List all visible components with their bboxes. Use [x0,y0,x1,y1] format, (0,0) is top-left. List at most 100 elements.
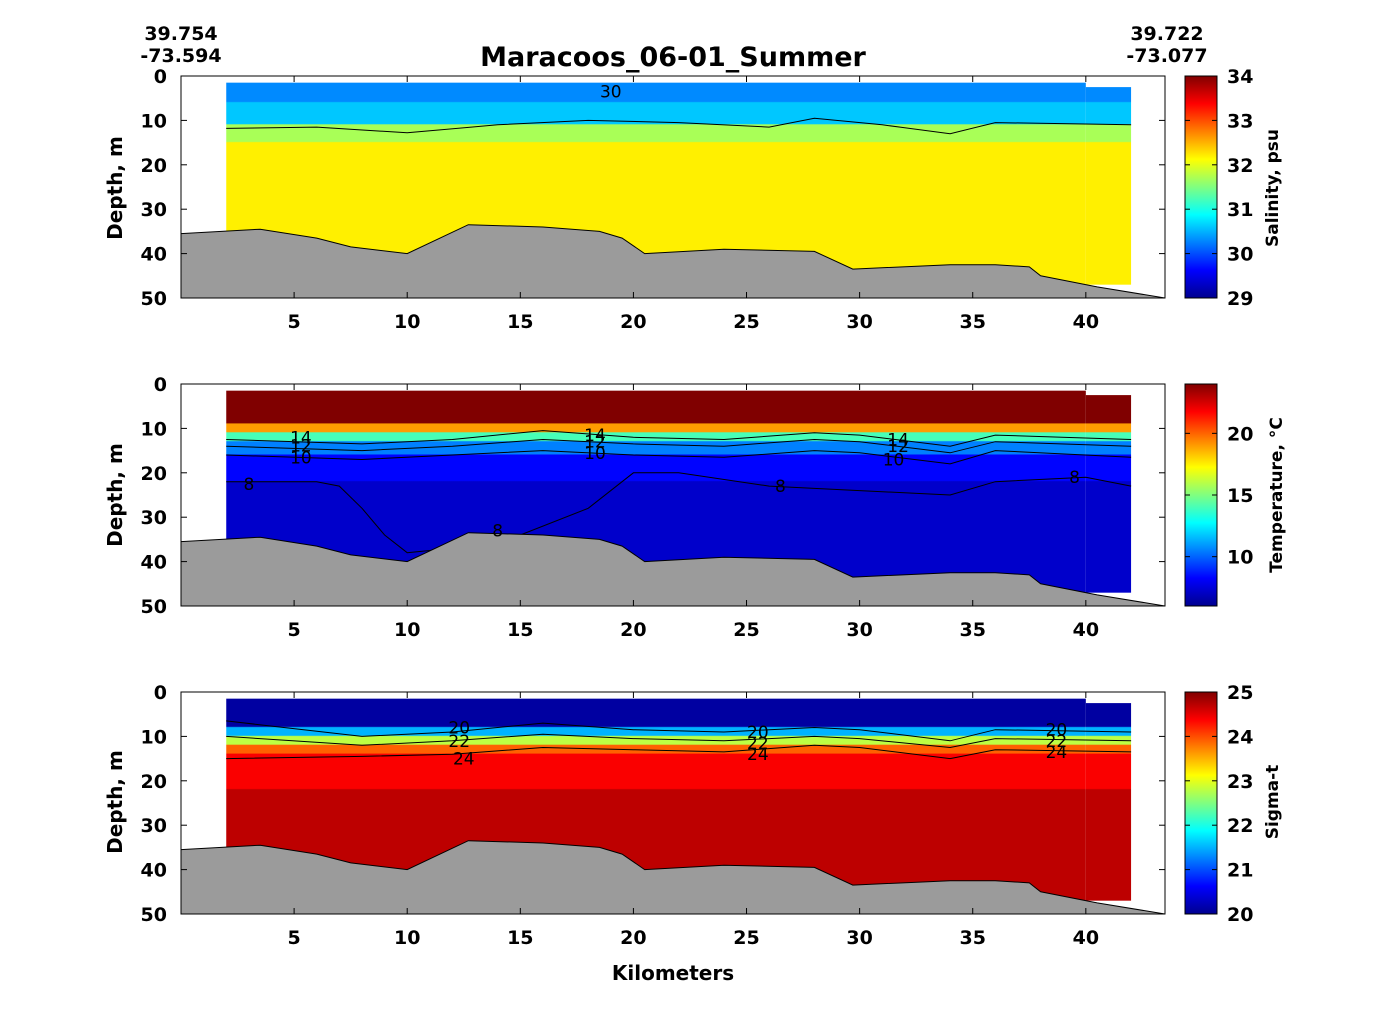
sigma-t-ytick-label: 50 [141,904,167,926]
sigma-t-contour-20 [226,720,1132,742]
sigma-t-contour-label: 22 [1046,732,1068,752]
sigma-t-ytick-label: 40 [141,860,167,882]
salinity-xtick-label: 10 [394,311,420,333]
temperature-ylabel: Depth, m [103,443,127,547]
salinity-ytick-label: 40 [141,244,167,266]
salinity-xtick-label: 20 [620,311,646,333]
salinity-ytick-label: 10 [141,110,167,132]
temperature-xtick-label: 25 [733,619,759,641]
temperature-field-east [1085,395,1132,593]
sigma-t-contour-24 [226,744,1132,760]
salinity-ytick-label: 30 [141,199,167,221]
sigma-t-colorbar-tick-label: 21 [1227,860,1253,882]
salinity-xtick-label: 35 [959,311,985,333]
temperature-contour-label: 10 [290,448,312,468]
salinity-field-east [1085,87,1132,285]
temperature-contour-label: 8 [775,477,786,497]
sigma-t-contour-label: 24 [453,750,475,770]
temperature-colorbar-tick-label: 10 [1227,547,1253,569]
sigma-t-ylabel: Depth, m [103,750,127,854]
temperature-contour-label: 12 [887,437,909,457]
sigma-t-contour-label: 20 [747,723,769,743]
salinity-xtick-label: 30 [846,311,872,333]
salinity-xtick-label: 15 [507,311,533,333]
salinity-colorbar-tick-label: 29 [1227,288,1253,310]
temperature-contour-label: 10 [584,444,606,464]
temperature-colorbar [1184,383,1218,607]
sigma-t-contour-label: 24 [747,745,769,765]
sigma-t-xtick-label: 40 [1073,927,1099,949]
sigma-t-contour-label: 22 [448,732,470,752]
temperature-contour-10 [226,450,1132,465]
temperature-ytick-label: 10 [141,418,167,440]
temperature-xtick-label: 40 [1073,619,1099,641]
sigma-t-contour-label: 24 [1046,743,1068,763]
salinity-colorbar-tick-label: 34 [1227,66,1253,88]
salinity-xtick-label: 40 [1073,311,1099,333]
salinity-ytick-label: 50 [141,288,167,310]
sigma-t-colorbar-tick-label: 25 [1227,682,1253,704]
x-axis-label: Kilometers [612,961,734,985]
temperature-ytick-label: 30 [141,507,167,529]
temperature-xtick-label: 30 [846,619,872,641]
temperature-contour-label: 10 [883,450,905,470]
salinity-colorbar [1184,75,1218,299]
temperature-colorbar-tick-label: 20 [1227,423,1253,445]
sigma-t-colorbar-tick-label: 24 [1227,726,1253,748]
temperature-contour-label: 12 [290,436,312,456]
sigma-t-xtick-label: 15 [507,927,533,949]
temperature-colorbar-tick-label: 15 [1227,485,1253,507]
temperature-contour-label: 12 [584,433,606,453]
temperature-contour-14 [226,430,1132,447]
salinity-bathymetry [181,224,1165,298]
sigma-t-contour-label: 20 [448,719,470,739]
salinity-colorbar-tick-label: 31 [1227,199,1253,221]
sigma-t-bathymetry [181,840,1165,914]
salinity-colorbar-tick-label: 33 [1227,110,1253,132]
temperature-contour-label: 8 [1069,468,1080,488]
salinity-xtick-label: 5 [287,311,300,333]
sigma-t-xtick-label: 30 [846,927,872,949]
temperature-xtick-label: 10 [394,619,420,641]
start-longitude: -73.594 [140,45,221,67]
salinity-ytick-label: 20 [141,155,167,177]
temperature-colorbar-label: Temperature, °C [1267,417,1287,573]
temperature-xtick-label: 15 [507,619,533,641]
sigma-t-colorbar-tick-label: 20 [1227,904,1253,926]
salinity-colorbar-tick-label: 32 [1227,155,1253,177]
sigma-t-contour-label: 20 [1046,721,1068,741]
temperature-bathymetry [181,532,1165,606]
salinity-xtick-label: 25 [733,311,759,333]
sigma-t-xtick-label: 10 [394,927,420,949]
salinity-ytick-label: 0 [154,66,167,88]
temperature-xtick-label: 35 [959,619,985,641]
start-latitude: 39.754 [144,23,217,45]
sigma-t-ytick-label: 30 [141,815,167,837]
temperature-contour-8 [226,472,1132,554]
sigma-t-xtick-label: 5 [287,927,300,949]
temperature-panel: Depth, m Temperature, °C 141210141210141… [103,374,1287,641]
sigma-t-ytick-label: 10 [141,726,167,748]
end-longitude: -73.077 [1126,45,1207,67]
end-latitude: 39.722 [1130,23,1203,45]
temperature-xtick-label: 20 [620,619,646,641]
sigma-t-ytick-label: 20 [141,771,167,793]
temperature-contour-label: 8 [243,475,254,495]
temperature-ytick-label: 50 [141,596,167,618]
temperature-ytick-label: 20 [141,463,167,485]
temperature-contour-12 [226,438,1132,454]
temperature-ytick-label: 0 [154,374,167,396]
sigma-t-xtick-label: 35 [959,927,985,949]
temperature-ytick-label: 40 [141,552,167,574]
temperature-contour-label: 14 [290,428,312,448]
salinity-colorbar-tick-label: 30 [1227,244,1253,266]
sigma-t-xtick-label: 20 [620,927,646,949]
sigma-t-ytick-label: 0 [154,682,167,704]
salinity-colorbar-label: Salinity, psu [1263,129,1283,247]
sigma-t-xtick-label: 25 [733,927,759,949]
sigma-t-colorbar-tick-label: 23 [1227,771,1253,793]
sigma-t-field-east [1085,703,1132,901]
